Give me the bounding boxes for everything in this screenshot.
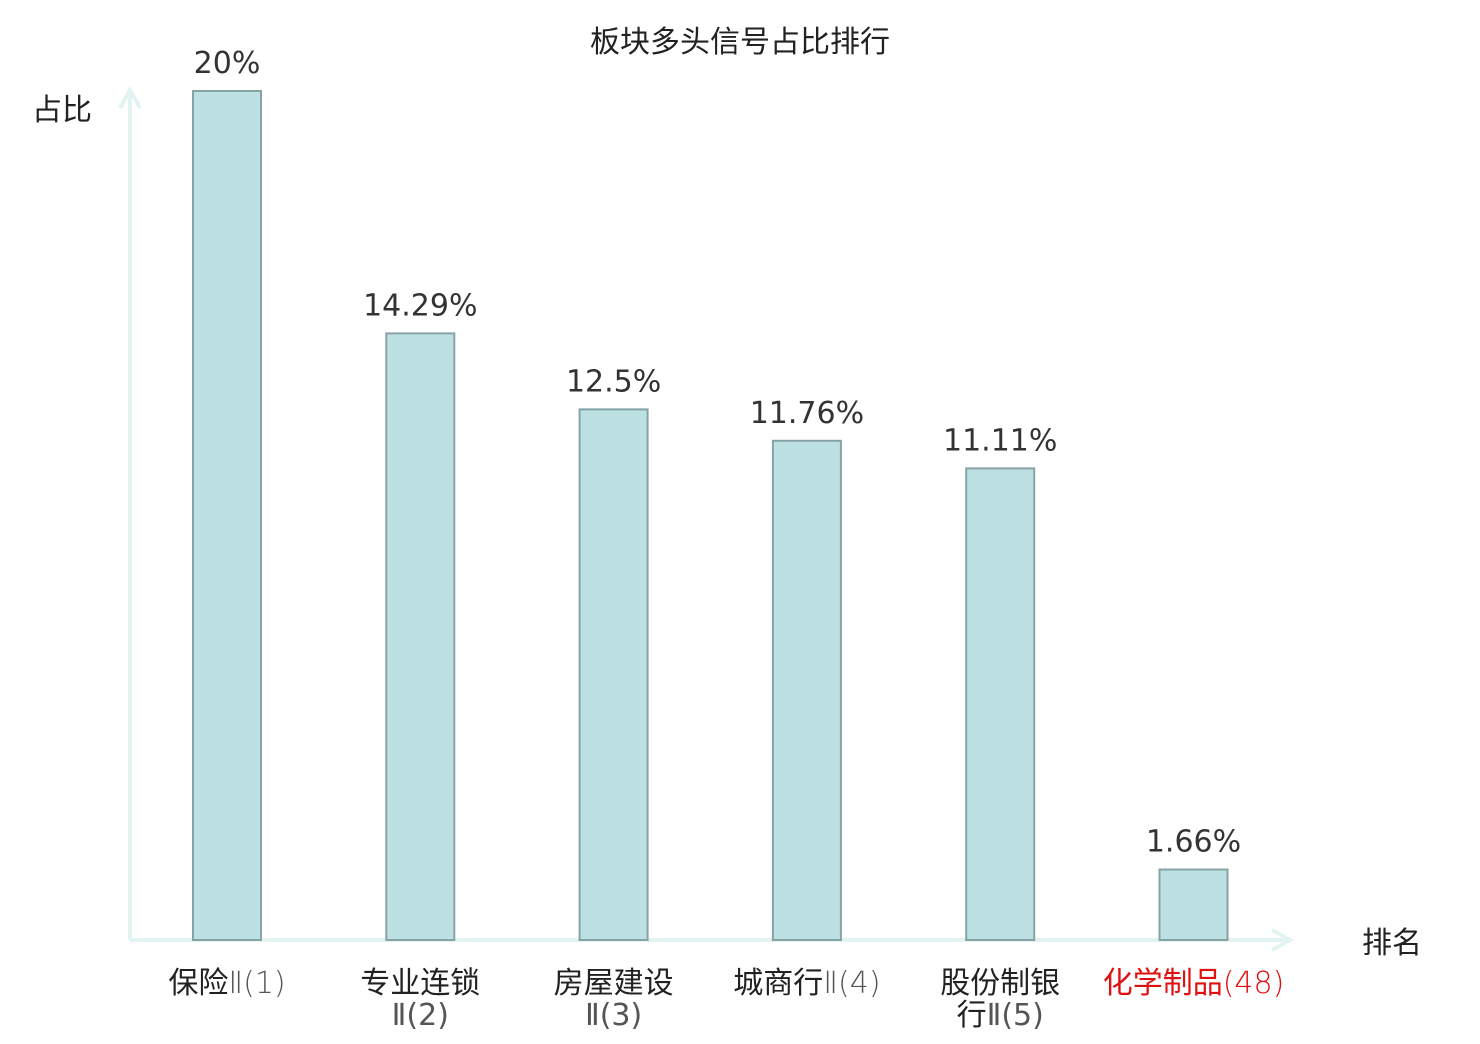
bar bbox=[965, 467, 1036, 941]
bar-value-label: 11.11% bbox=[943, 423, 1057, 458]
bar-value-label: 14.29% bbox=[363, 288, 477, 323]
bar bbox=[578, 408, 649, 941]
axes bbox=[118, 85, 1295, 952]
category-label-line: 房屋建设 bbox=[554, 966, 674, 1001]
category-label-line: 股份制银 bbox=[940, 966, 1060, 1001]
category-label: 城商行Ⅱ(4) bbox=[733, 966, 880, 1001]
bar-value-label: 1.66% bbox=[1146, 825, 1241, 860]
x-axis-label: 排名 bbox=[1362, 926, 1422, 961]
bar bbox=[771, 439, 842, 941]
bars-group bbox=[192, 90, 1229, 942]
chart-title: 板块多头信号占比排行 bbox=[590, 25, 890, 60]
bar-value-label: 12.5% bbox=[566, 364, 661, 399]
category-label: 保险Ⅱ(1) bbox=[168, 966, 285, 1001]
bar bbox=[1158, 868, 1229, 942]
value-labels-group: 20% 14.29% 12.5% 11.76% 11.11% 1.66% bbox=[194, 46, 1242, 860]
bar bbox=[385, 332, 456, 941]
category-rank-label: Ⅱ(2) bbox=[392, 998, 449, 1033]
category-rank-label: Ⅱ(3) bbox=[585, 998, 642, 1033]
y-axis-label: 占比 bbox=[32, 93, 92, 128]
category-label: 化学制品(48) bbox=[1103, 966, 1285, 1001]
bar bbox=[192, 90, 262, 941]
category-label-line: 专业连锁 bbox=[360, 966, 480, 1001]
bar-value-label: 20% bbox=[194, 46, 261, 81]
x-axis-arrow-icon bbox=[1271, 928, 1295, 952]
y-axis-arrow-icon bbox=[118, 85, 142, 109]
category-label-line: 行Ⅱ(5) bbox=[957, 998, 1044, 1033]
bar-value-label: 11.76% bbox=[750, 396, 864, 431]
